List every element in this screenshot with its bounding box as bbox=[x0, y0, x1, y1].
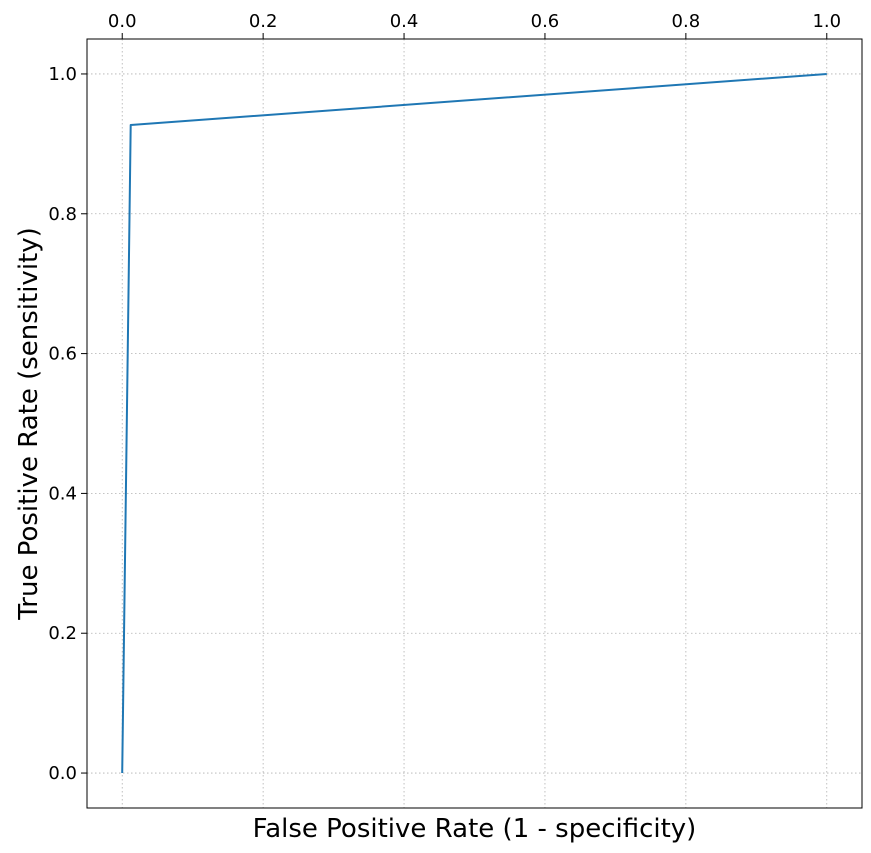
x-axis-label: False Positive Rate (1 - specificity) bbox=[253, 814, 697, 844]
x-tick-label: 0.2 bbox=[249, 11, 278, 32]
x-tick-label: 0.8 bbox=[672, 11, 701, 32]
y-axis-ticks: 0.0 0.2 0.4 0.6 0.8 1.0 bbox=[48, 64, 87, 784]
plot-frame bbox=[86, 38, 863, 809]
x-tick-label: 0.4 bbox=[390, 11, 419, 32]
x-axis-ticks: 0.0 0.2 0.4 0.6 0.8 1.0 bbox=[108, 11, 841, 39]
y-tick-label: 0.6 bbox=[48, 344, 77, 365]
y-tick-label: 0.0 bbox=[48, 763, 77, 784]
x-tick-label: 0.0 bbox=[108, 11, 137, 32]
x-tick-label: 1.0 bbox=[812, 11, 841, 32]
series-layer bbox=[121, 73, 827, 774]
y-tick-label: 1.0 bbox=[48, 64, 77, 85]
y-tick-label: 0.8 bbox=[48, 204, 77, 225]
x-tick-label: 0.6 bbox=[531, 11, 560, 32]
grid-lines bbox=[87, 39, 862, 808]
y-axis-label: True Positive Rate (sensitivity) bbox=[14, 227, 44, 621]
y-tick-label: 0.2 bbox=[48, 623, 77, 644]
y-tick-label: 0.4 bbox=[48, 483, 77, 504]
roc-curve-line bbox=[121, 73, 827, 774]
